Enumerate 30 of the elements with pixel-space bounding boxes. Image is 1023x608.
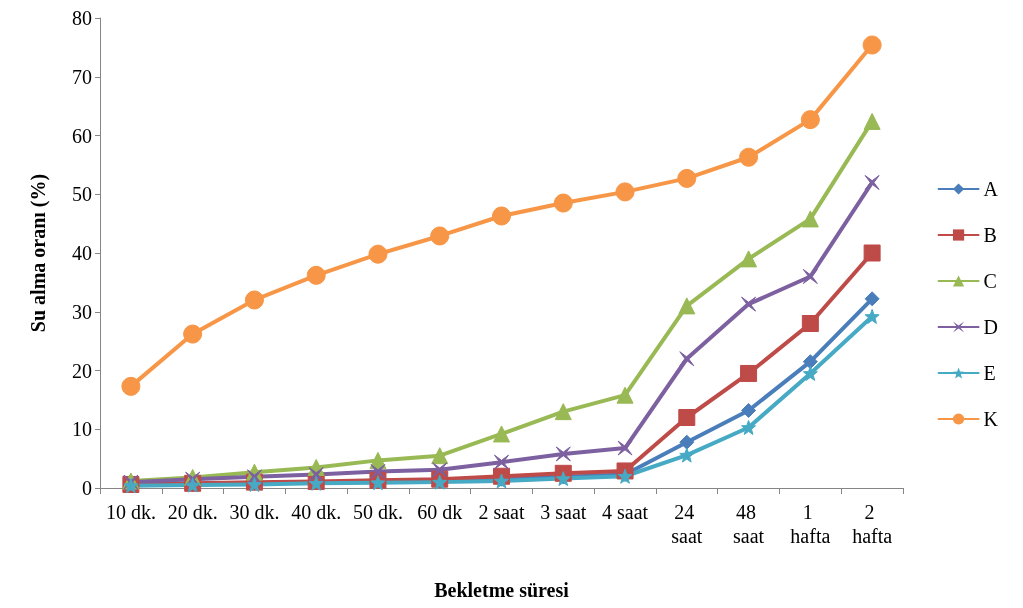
x-tick-label: 20 dk. <box>167 501 218 523</box>
x-tick-label: 48 saat <box>733 501 765 547</box>
x-tick-label: 3 saat <box>540 501 587 523</box>
y-tick-label: 80 <box>72 7 92 29</box>
legend-label: C <box>983 270 997 292</box>
y-tick-label: 0 <box>82 477 92 499</box>
y-tick-label: 70 <box>72 65 92 88</box>
x-tick-label: 4 saat <box>601 501 649 523</box>
x-tick-label: 1 hafta <box>790 501 831 547</box>
y-tick-label: 50 <box>72 183 92 206</box>
y-tick-label: 20 <box>72 359 92 382</box>
x-tick-label: 30 dk. <box>229 501 280 523</box>
y-tick-label: 40 <box>72 242 92 264</box>
y-tick-label: 10 <box>72 418 92 441</box>
legend-label: K <box>983 408 999 430</box>
x-tick-label: 2 saat <box>478 501 525 523</box>
x-tick-label: 24 saat <box>671 501 703 547</box>
x-tick-label: 50 dk. <box>352 501 403 523</box>
x-tick-label: 2 hafta <box>852 501 893 547</box>
x-axis-title: Bekletme süresi <box>434 579 570 601</box>
x-tick-label: 10 dk. <box>105 501 156 523</box>
y-axis-title: Su alma oranı (%) <box>27 173 50 333</box>
y-tick-label: 60 <box>72 124 92 147</box>
legend-label: D <box>983 316 999 338</box>
y-tick-label: 30 <box>72 300 92 323</box>
legend-label: B <box>983 224 997 246</box>
legend-label: E <box>983 362 996 384</box>
legend-label: A <box>983 178 999 200</box>
x-tick-label: 60 dk <box>417 501 463 523</box>
x-tick-label: 40 dk. <box>291 501 342 523</box>
